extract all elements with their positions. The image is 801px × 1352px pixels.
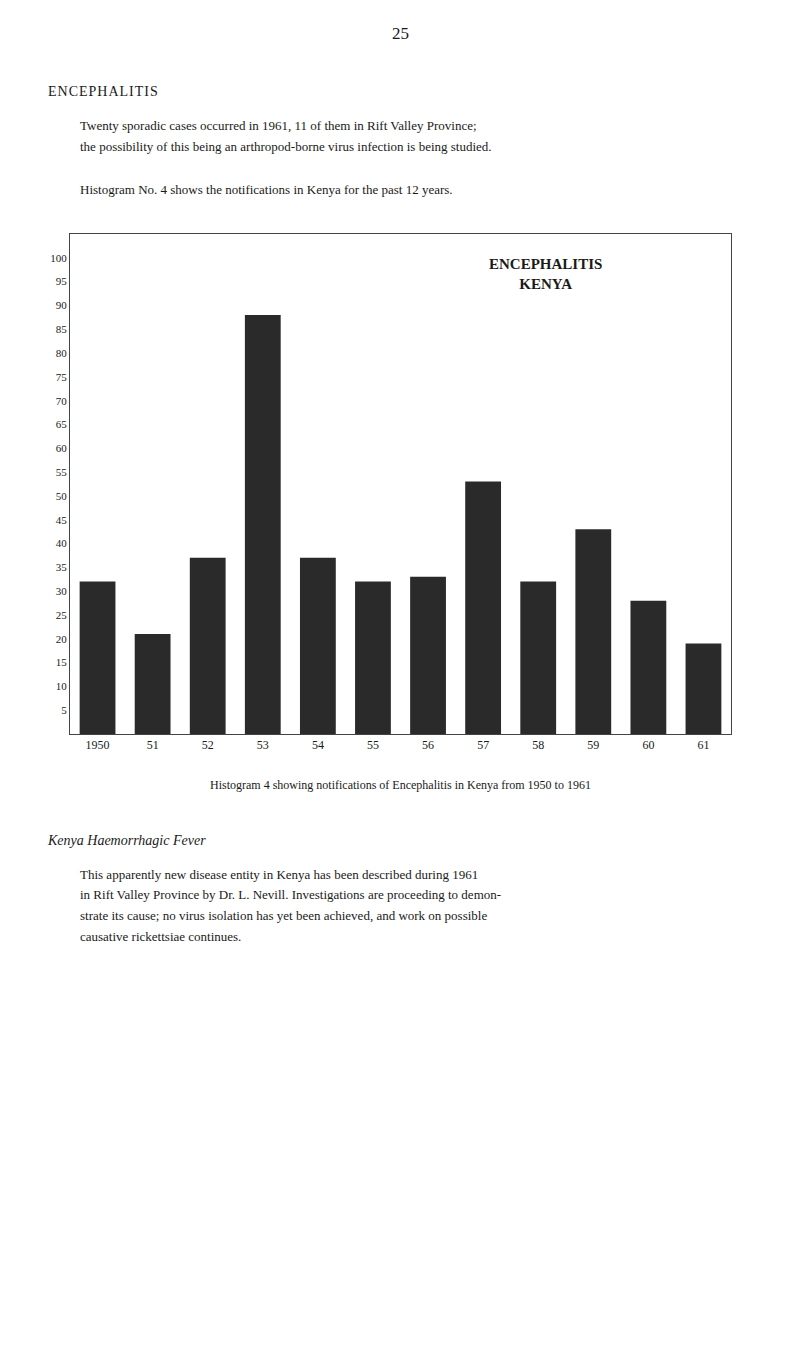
html-text:ENCEPHALITIS: ENCEPHALITIS xyxy=(48,84,159,99)
html-text:Histogram 4 showing notificati: Histogram 4 showing notifications of Enc… xyxy=(210,777,591,792)
svg-text:5: 5 xyxy=(61,704,67,716)
svg-text:50: 50 xyxy=(56,489,68,501)
svg-text:57: 57 xyxy=(477,738,489,752)
html-text:Kenya Haemorrhagic Fever: Kenya Haemorrhagic Fever xyxy=(48,832,206,848)
svg-text:53: 53 xyxy=(257,738,269,752)
html-text:This apparently new disease en: This apparently new disease entity in Ke… xyxy=(80,866,502,944)
svg-text:85: 85 xyxy=(56,323,68,335)
svg-text:40: 40 xyxy=(56,537,68,549)
svg-text:90: 90 xyxy=(56,299,68,311)
svg-text:45: 45 xyxy=(56,513,68,525)
svg-text:25: 25 xyxy=(56,608,68,620)
html-text:25: 25 xyxy=(392,24,409,43)
svg-text:56: 56 xyxy=(422,738,434,752)
svg-text:95: 95 xyxy=(56,275,68,287)
svg-text:60: 60 xyxy=(642,738,654,752)
svg-text:35: 35 xyxy=(56,561,68,573)
svg-text:80: 80 xyxy=(56,346,68,358)
svg-text:58: 58 xyxy=(532,738,544,752)
svg-text:20: 20 xyxy=(56,632,68,644)
svg-text:60: 60 xyxy=(56,442,68,454)
svg-text:59: 59 xyxy=(587,738,599,752)
svg-text:54: 54 xyxy=(312,738,324,752)
html-text:Histogram No. 4 shows the noti: Histogram No. 4 shows the notifications … xyxy=(80,181,453,197)
svg-text:65: 65 xyxy=(56,418,68,430)
svg-text:100: 100 xyxy=(50,251,67,263)
svg-text:75: 75 xyxy=(56,370,68,382)
svg-text:70: 70 xyxy=(56,394,68,406)
svg-text:52: 52 xyxy=(202,738,214,752)
svg-text:61: 61 xyxy=(697,738,709,752)
svg-text:15: 15 xyxy=(56,656,68,668)
svg-text:30: 30 xyxy=(56,585,68,597)
svg-text:1950: 1950 xyxy=(86,738,110,752)
html-text:Twenty sporadic cases occurred: Twenty sporadic cases occurred in 1961, … xyxy=(80,118,492,154)
svg-text:10: 10 xyxy=(56,680,68,692)
svg-text:51: 51 xyxy=(147,738,159,752)
svg-text:55: 55 xyxy=(56,466,68,478)
svg-text:55: 55 xyxy=(367,738,379,752)
svg-text:ENCEPHALITISKENYA: ENCEPHALITISKENYA xyxy=(489,256,602,292)
